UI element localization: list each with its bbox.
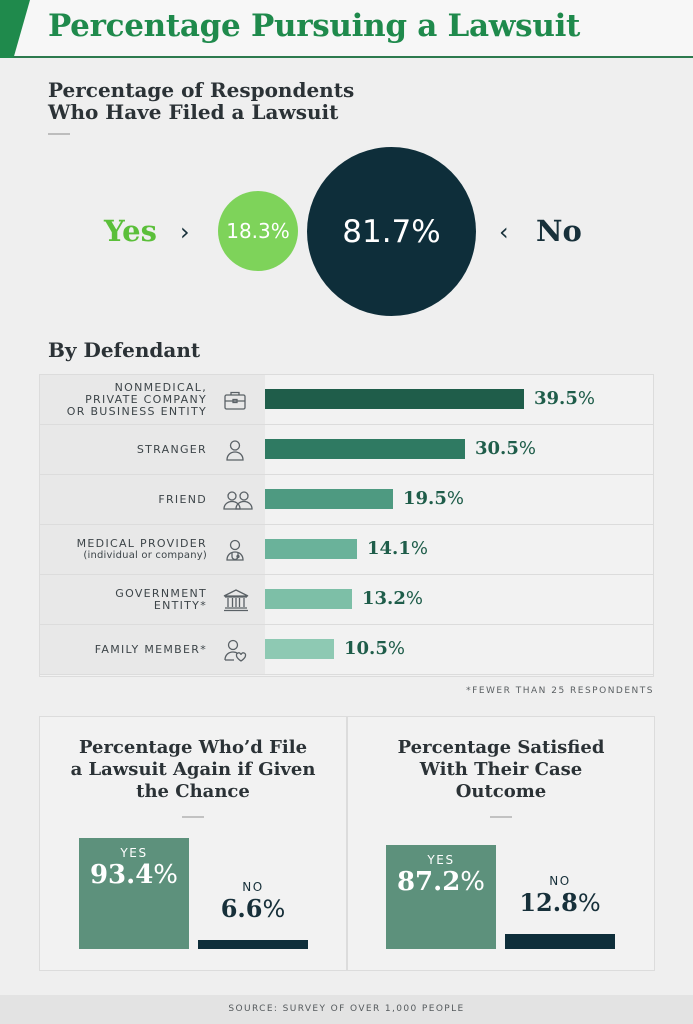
satisfied-no-block: NO 12.8% [505, 874, 615, 917]
defendant-value-nonmedical-private-company-or-business-entity: 39.5% [534, 388, 595, 409]
panel-title-line: Percentage Who’d File [78, 737, 308, 758]
page-title: Percentage Pursuing a Lawsuit [48, 8, 581, 44]
defendant-label-cell: FAMILY MEMBER* [40, 625, 265, 674]
government-building-icon [222, 587, 249, 613]
defendant-label-line: GOVERNMENT [115, 586, 207, 600]
panel-title-line: the Chance [136, 781, 250, 802]
satisfied-panel: Percentage Satisfied With Their Case Outco… [347, 716, 655, 971]
defendant-label-line: NONMEDICAL, [114, 380, 207, 394]
file-again-title: Percentage Who’d File a Lawsuit Again if … [40, 737, 346, 803]
satisfied-yes-label: YES [427, 853, 455, 867]
defendant-label-line: MEDICAL PROVIDER [76, 536, 207, 550]
defendant-label-line: FAMILY MEMBER* [94, 642, 207, 656]
file-again-no-bar [198, 940, 308, 949]
no-bubble: 81.7% [307, 147, 476, 316]
file-again-no-value: 6.6% [220, 894, 286, 923]
defendant-label: FAMILY MEMBER* [7, 625, 207, 674]
yes-label: Yes [104, 214, 157, 248]
defendant-row-medical-provider: MEDICAL PROVIDER (individual or company) 1… [40, 525, 653, 575]
yes-value: 18.3% [226, 219, 290, 243]
source-note: SOURCE: SURVEY OF OVER 1,000 PEOPLE [0, 995, 693, 1024]
satisfied-no-bar [505, 934, 615, 949]
two-people-icon [222, 487, 253, 513]
defendant-bar-nonmedical-private-company-or-business-entity [265, 389, 524, 409]
defendant-row-government-entity: GOVERNMENT ENTITY* 13.2% [40, 575, 653, 625]
defendant-row-nonmedical-private-company-or-business-entity: NONMEDICAL, PRIVATE COMPANY OR BUSINESS EN… [40, 375, 653, 425]
chevron-right-icon: › [180, 218, 190, 246]
defendant-bar-medical-provider [265, 539, 357, 559]
file-again-yes-label: YES [120, 846, 148, 860]
panel-title-line: Outcome [455, 781, 547, 802]
defendant-label-cell: NONMEDICAL, PRIVATE COMPANY OR BUSINESS EN… [40, 375, 265, 424]
satisfied-title: Percentage Satisfied With Their Case Outco… [348, 737, 654, 803]
satisfied-yes-value: 87.2% [396, 867, 486, 897]
defendant-value-friend: 19.5% [403, 488, 464, 509]
defendant-label-line: FRIEND [158, 492, 207, 506]
defendant-label: MEDICAL PROVIDER (individual or company) [7, 525, 207, 574]
defendant-label-cell: MEDICAL PROVIDER (individual or company) [40, 525, 265, 574]
panel-title-line: a Lawsuit Again if Given [70, 759, 316, 780]
defendant-value-family-member: 10.5% [344, 638, 405, 659]
file-again-yes-value: 93.4% [89, 860, 179, 890]
header-accent-stripe [0, 0, 30, 58]
defendant-label-sub: (individual or company) [83, 549, 207, 561]
defendant-label-line: PRIVATE COMPANY [85, 392, 207, 406]
briefcase-icon [222, 387, 248, 413]
defendant-bar-stranger [265, 439, 465, 459]
yes-bubble: 18.3% [218, 191, 298, 271]
file-again-divider [182, 816, 204, 818]
defendant-label-line: STRANGER [136, 442, 207, 456]
defendant-bar-family-member [265, 639, 334, 659]
satisfied-divider [490, 816, 512, 818]
defendant-label-line: ENTITY* [153, 598, 207, 612]
defendant-value-stranger: 30.5% [475, 438, 536, 459]
person-heart-icon [222, 637, 248, 663]
defendant-value-medical-provider: 14.1% [367, 538, 428, 559]
defendant-row-family-member: FAMILY MEMBER* 10.5% [40, 625, 653, 675]
header-banner: Percentage Pursuing a Lawsuit [0, 0, 693, 58]
satisfied-no-value: 12.8% [519, 888, 601, 917]
person-icon [222, 437, 248, 463]
defendant-bar-friend [265, 489, 393, 509]
defendant-bar-chart: NONMEDICAL, PRIVATE COMPANY OR BUSINESS EN… [39, 374, 654, 677]
no-label: No [536, 214, 582, 248]
defendant-row-friend: FRIEND 19.5% [40, 475, 653, 525]
filed-title-line2: Who Have Filed a Lawsuit [48, 100, 339, 124]
panel-title-line: With Their Case [419, 759, 583, 780]
defendant-label-cell: FRIEND [40, 475, 265, 524]
panel-title-line: Percentage Satisfied [397, 737, 605, 758]
defendant-label: NONMEDICAL, PRIVATE COMPANY OR BUSINESS EN… [7, 375, 207, 424]
defendant-bar-government-entity [265, 589, 352, 609]
no-value: 81.7% [342, 213, 441, 250]
defendant-value-government-entity: 13.2% [362, 588, 423, 609]
defendant-row-stranger: STRANGER 30.5% [40, 425, 653, 475]
title-divider [48, 133, 70, 135]
satisfied-no-label: NO [549, 874, 571, 888]
filed-title-line1: Percentage of Respondents [48, 78, 355, 102]
defendant-title: By Defendant [48, 338, 201, 362]
footnote: *FEWER THAN 25 RESPONDENTS [466, 686, 654, 696]
defendant-label: GOVERNMENT ENTITY* [7, 575, 207, 624]
doctor-icon [222, 537, 248, 563]
defendant-label-cell: STRANGER [40, 425, 265, 474]
chevron-left-icon: ‹ [499, 218, 509, 246]
defendant-label-cell: GOVERNMENT ENTITY* [40, 575, 265, 624]
file-again-yes-bar: YES 93.4% [79, 838, 189, 949]
file-again-no-label: NO [242, 880, 264, 894]
file-again-no-block: NO 6.6% [198, 880, 308, 923]
defendant-label-line: OR BUSINESS ENTITY [66, 404, 207, 418]
satisfied-yes-bar: YES 87.2% [386, 845, 496, 949]
defendant-label: FRIEND [7, 475, 207, 524]
defendant-label: STRANGER [7, 425, 207, 474]
